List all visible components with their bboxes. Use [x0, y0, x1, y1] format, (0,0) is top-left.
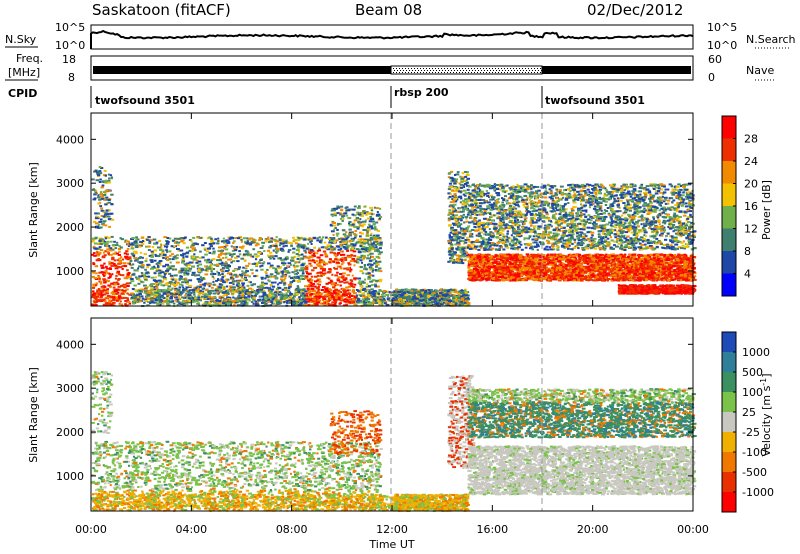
- station-title: Saskatoon (fitACF): [92, 1, 231, 19]
- nsky-label: N.Sky: [5, 33, 37, 46]
- x-tick-label: 12:00: [376, 523, 408, 536]
- x-tick-label: 20:00: [577, 523, 609, 536]
- x-tick-label: 16:00: [476, 523, 508, 536]
- nsky-tick-top: 10^5: [55, 21, 85, 34]
- colorbar-tick-label: 20: [744, 178, 758, 191]
- cpid-label: CPID: [8, 87, 37, 100]
- nave-tick-bottom: 0: [708, 71, 715, 84]
- freq-tick-bottom: 8: [68, 71, 75, 84]
- date-label: 02/Dec/2012: [587, 1, 683, 19]
- colorbar-tick-label: -1000: [742, 486, 774, 499]
- power-heatmap: [91, 166, 697, 307]
- nave-tick-top: 60: [708, 53, 722, 66]
- colorbar-segment: [722, 492, 736, 513]
- colorbar-tick-label: 500: [742, 366, 763, 379]
- nsearch-label: N.Search: [746, 33, 796, 46]
- cpid-mode-3: twofsound 3501: [545, 94, 645, 107]
- velocity-heatmap: [91, 371, 697, 512]
- colorbar-segment: [722, 332, 736, 353]
- freq-tick-top: 18: [62, 53, 76, 66]
- colorbar-segment: [722, 138, 736, 162]
- nsky-trace: [90, 29, 694, 49]
- colorbar-segment: [722, 273, 736, 297]
- colorbar-segment: [722, 116, 736, 139]
- cpid-mode-2: rbsp 200: [394, 86, 449, 99]
- velocity-ylabel: Slant Range [km]: [27, 367, 40, 463]
- y-tick-label: 4000: [56, 133, 84, 146]
- x-axis-label: Time UT: [368, 538, 414, 551]
- y-tick-label: 3000: [56, 382, 84, 395]
- cpid-mode-1: twofsound 3501: [95, 94, 195, 107]
- freq-panel-frame: [90, 55, 694, 81]
- freq-label-line1: Freq.: [16, 52, 43, 65]
- x-tick-label: 08:00: [276, 523, 308, 536]
- colorbar-tick-label: 4: [744, 268, 751, 281]
- power-colorbar-label: Power [dB]: [760, 180, 773, 240]
- colorbar-segment: [722, 161, 736, 184]
- colorbar-tick-label: 28: [744, 133, 758, 146]
- freq-band-3: [542, 66, 691, 74]
- colorbar-segment: [722, 412, 736, 433]
- power-ylabel: Slant Range [km]: [27, 162, 40, 258]
- colorbar-tick-label: -25: [742, 426, 760, 439]
- y-tick-label: 3000: [56, 177, 84, 190]
- nsearch-tick-bottom: 10^0: [707, 39, 737, 52]
- colorbar-segment: [722, 251, 736, 274]
- y-tick-label: 2000: [56, 221, 84, 234]
- colorbar-tick-label: 16: [744, 200, 758, 213]
- x-tick-label: 04:00: [175, 523, 207, 536]
- x-tick-label: 00:00: [677, 523, 709, 536]
- power-colorbar: 4 8 12 16 20 24 28: [721, 115, 758, 297]
- colorbar-tick-label: 8: [744, 245, 751, 258]
- beam-label: Beam 08: [355, 1, 422, 19]
- x-axis-ticks: 00:00 04:00 08:00 12:00 16:00 20:00 00:00: [75, 113, 709, 536]
- colorbar-segment: [722, 472, 736, 493]
- power-y-ticks: 1000 2000 3000 4000: [56, 133, 693, 278]
- y-tick-label: 4000: [56, 338, 84, 351]
- freq-band-1: [93, 66, 391, 74]
- y-tick-label: 2000: [56, 426, 84, 439]
- x-tick-label: 00:00: [75, 523, 107, 536]
- colorbar-tick-label: 12: [744, 223, 758, 236]
- colorbar-tick-label: 25: [742, 406, 756, 419]
- freq-label-line2: [MHz]: [8, 66, 40, 79]
- colorbar-tick-label: 1000: [742, 346, 770, 359]
- colorbar-segment: [722, 206, 736, 229]
- freq-band-2-dots: [393, 68, 542, 73]
- nave-label: Nave: [746, 64, 774, 77]
- velocity-colorbar-label: Velocity [m s-1]: [759, 373, 773, 456]
- colorbar-tick-label: -100: [742, 446, 767, 459]
- colorbar-segment: [722, 452, 736, 473]
- colorbar-tick-label: 100: [742, 386, 763, 399]
- colorbar-tick-label: 24: [744, 155, 758, 168]
- colorbar-segment: [722, 352, 736, 373]
- y-tick-label: 1000: [56, 265, 84, 278]
- velocity-y-ticks: 1000 2000 3000 4000: [56, 338, 693, 483]
- colorbar-segment: [722, 183, 736, 207]
- colorbar-segment: [722, 432, 736, 453]
- colorbar-tick-label: -500: [742, 466, 767, 479]
- nsearch-tick-top: 10^5: [707, 21, 737, 34]
- velocity-colorbar: 1000 500 100 25 -25 -100 -500 -1000: [721, 331, 774, 513]
- y-tick-label: 1000: [56, 470, 84, 483]
- colorbar-segment: [722, 372, 736, 393]
- colorbar-segment: [722, 392, 736, 413]
- colorbar-segment: [722, 228, 736, 252]
- nsky-tick-bottom: 10^0: [55, 39, 85, 52]
